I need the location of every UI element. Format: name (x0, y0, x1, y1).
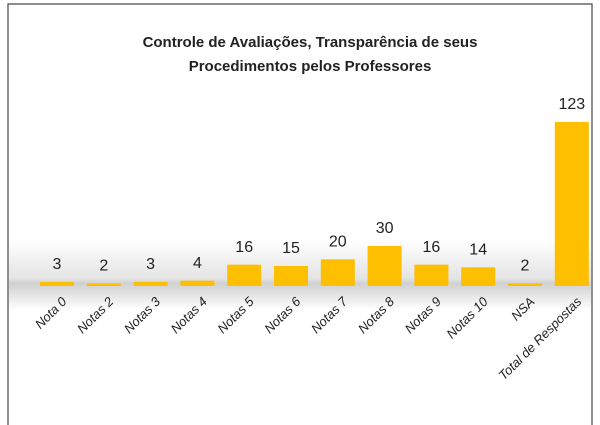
bar (414, 264, 449, 286)
chart-title: Procedimentos pelos Professores (189, 58, 432, 75)
bar (133, 282, 168, 286)
bar (461, 267, 496, 286)
value-label: 4 (193, 255, 202, 272)
value-label: 3 (146, 256, 155, 273)
value-label: 16 (235, 239, 253, 256)
value-label: 14 (469, 242, 487, 259)
value-label: 123 (558, 96, 585, 113)
bar (508, 283, 542, 286)
value-label: 2 (521, 258, 530, 275)
bar (86, 283, 121, 286)
value-label: 2 (99, 258, 108, 275)
bar (367, 246, 402, 286)
bar (40, 282, 74, 286)
value-label: 15 (282, 240, 300, 257)
bar (180, 280, 215, 286)
value-label: 3 (53, 256, 62, 273)
chart-title: Controle de Avaliações, Transparência de… (143, 34, 478, 51)
value-label: 30 (376, 220, 394, 237)
value-label: 20 (329, 234, 347, 251)
frame (7, 3, 593, 425)
bar (274, 266, 308, 286)
bar (227, 264, 262, 286)
bar (554, 122, 589, 286)
value-label: 16 (423, 239, 441, 256)
bar (320, 259, 355, 286)
